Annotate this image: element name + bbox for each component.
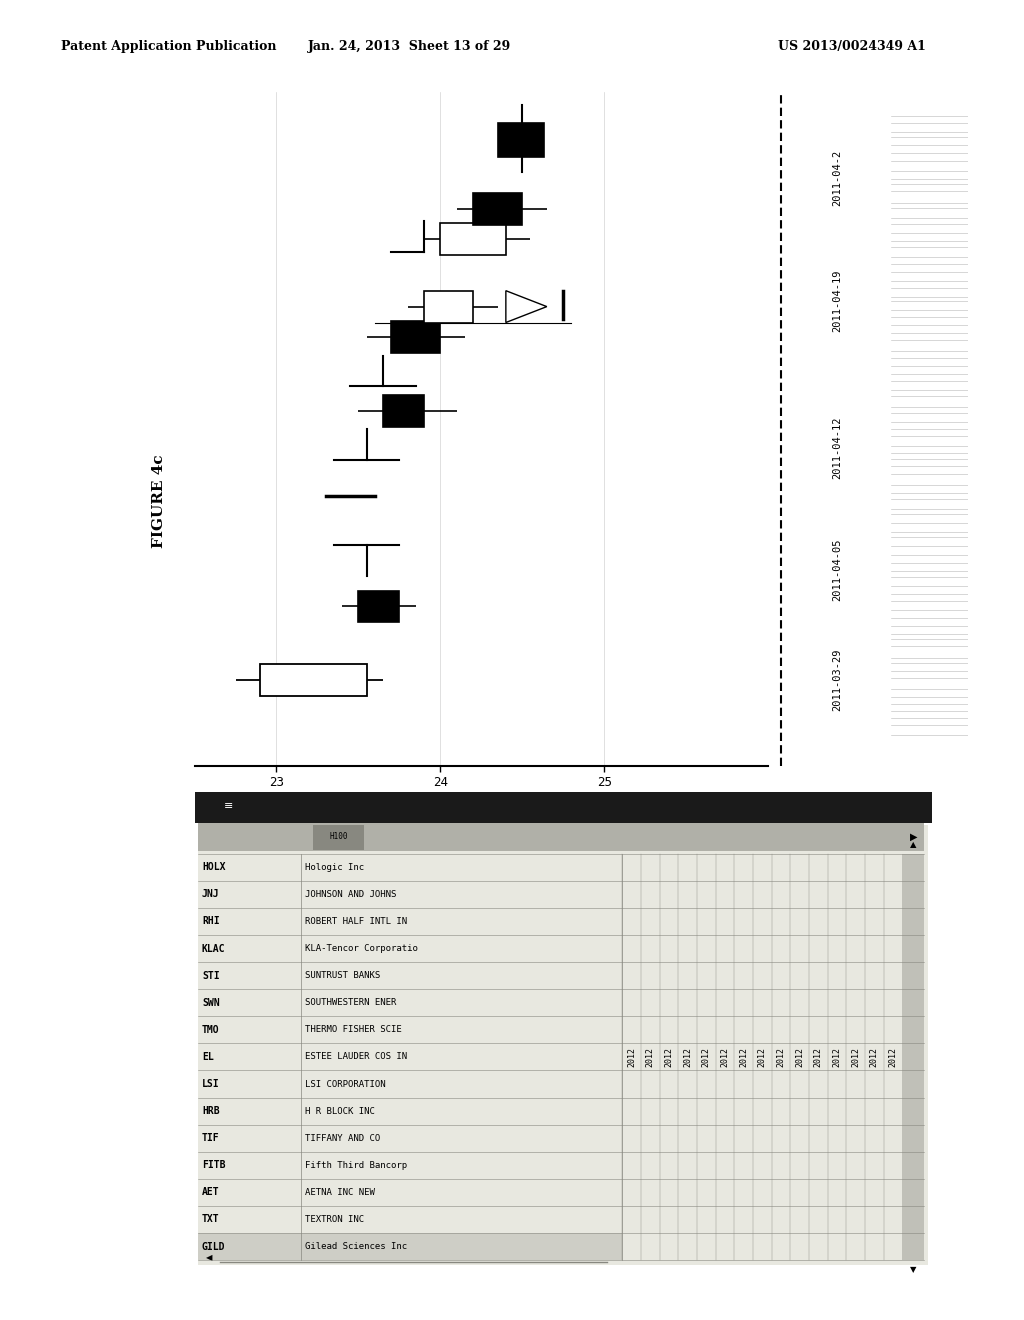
Text: 2012: 2012 <box>739 1047 749 1067</box>
Text: STI: STI <box>202 970 219 981</box>
Text: 2012: 2012 <box>721 1047 729 1067</box>
Text: 2011-04-05: 2011-04-05 <box>833 539 842 601</box>
Text: JOHNSON AND JOHNS: JOHNSON AND JOHNS <box>305 890 396 899</box>
Text: EL: EL <box>202 1052 214 1061</box>
Text: RHI: RHI <box>202 916 219 927</box>
Text: AETNA INC NEW: AETNA INC NEW <box>305 1188 375 1197</box>
Text: SWN: SWN <box>202 998 219 1007</box>
Bar <box>902 854 925 1261</box>
Text: 2012: 2012 <box>665 1047 674 1067</box>
Text: ≡: ≡ <box>224 801 233 812</box>
Text: KLA-Tencor Corporatio: KLA-Tencor Corporatio <box>305 944 418 953</box>
Text: GILD: GILD <box>202 1242 225 1251</box>
Text: Fifth Third Bancorp: Fifth Third Bancorp <box>305 1160 408 1170</box>
Text: TMO: TMO <box>202 1024 219 1035</box>
Text: FIGURE 4c: FIGURE 4c <box>152 455 166 548</box>
Text: Gilead Sciences Inc: Gilead Sciences Inc <box>305 1242 408 1251</box>
Text: 2012: 2012 <box>683 1047 692 1067</box>
Bar <box>195 792 932 822</box>
Text: KLAC: KLAC <box>202 944 225 953</box>
Bar <box>391 321 440 354</box>
Text: ▼: ▼ <box>910 1265 916 1274</box>
Text: 2011-03-29: 2011-03-29 <box>833 648 842 711</box>
Text: LSI: LSI <box>202 1078 219 1089</box>
Text: 2012: 2012 <box>795 1047 804 1067</box>
Text: 2012: 2012 <box>627 1047 636 1067</box>
Bar <box>312 825 365 850</box>
Text: TIF: TIF <box>202 1133 219 1143</box>
Text: 2012: 2012 <box>776 1047 785 1067</box>
Text: ROBERT HALF INTL IN: ROBERT HALF INTL IN <box>305 917 408 927</box>
Text: TEXTRON INC: TEXTRON INC <box>305 1214 365 1224</box>
Text: ESTEE LAUDER COS IN: ESTEE LAUDER COS IN <box>305 1052 408 1061</box>
Text: 2012: 2012 <box>701 1047 711 1067</box>
Text: HRB: HRB <box>202 1106 219 1117</box>
Bar <box>199 1233 623 1261</box>
Text: SOUTHWESTERN ENER: SOUTHWESTERN ENER <box>305 998 396 1007</box>
Text: 2011-04-19: 2011-04-19 <box>833 269 842 331</box>
Bar <box>199 822 925 851</box>
Text: 2012: 2012 <box>814 1047 823 1067</box>
Text: 2011-04-12: 2011-04-12 <box>833 416 842 479</box>
Text: 2012: 2012 <box>833 1047 842 1067</box>
Bar <box>473 193 522 224</box>
Text: 2011-04-2: 2011-04-2 <box>833 150 842 206</box>
Bar <box>424 290 473 322</box>
Text: US 2013/0024349 A1: US 2013/0024349 A1 <box>778 40 926 53</box>
Text: ▶: ▶ <box>909 832 918 842</box>
Text: Jan. 24, 2013  Sheet 13 of 29: Jan. 24, 2013 Sheet 13 of 29 <box>308 40 511 53</box>
Text: TIFFANY AND CO: TIFFANY AND CO <box>305 1134 380 1143</box>
Text: 2012: 2012 <box>758 1047 767 1067</box>
Text: ▲: ▲ <box>910 840 916 849</box>
Text: THERMO FISHER SCIE: THERMO FISHER SCIE <box>305 1026 401 1035</box>
Text: 2012: 2012 <box>646 1047 654 1067</box>
Text: 2012: 2012 <box>851 1047 860 1067</box>
Text: FITB: FITB <box>202 1160 225 1171</box>
Text: Hologic Inc: Hologic Inc <box>305 863 365 871</box>
Text: ◀: ◀ <box>206 1253 213 1262</box>
Bar <box>260 664 367 696</box>
Text: JNJ: JNJ <box>202 890 219 899</box>
Text: TXT: TXT <box>202 1214 219 1225</box>
Text: AET: AET <box>202 1188 219 1197</box>
Bar <box>358 590 399 623</box>
Bar <box>440 223 506 255</box>
Text: HOLX: HOLX <box>202 862 225 873</box>
Text: H R BLOCK INC: H R BLOCK INC <box>305 1106 375 1115</box>
Text: LSI CORPORATION: LSI CORPORATION <box>305 1080 386 1089</box>
Text: 2012: 2012 <box>869 1047 879 1067</box>
Text: 2012: 2012 <box>889 1047 897 1067</box>
Text: H100: H100 <box>329 832 347 841</box>
Text: Patent Application Publication: Patent Application Publication <box>61 40 276 53</box>
Bar <box>498 123 544 157</box>
Text: SUNTRUST BANKS: SUNTRUST BANKS <box>305 972 380 981</box>
Bar <box>383 395 424 426</box>
